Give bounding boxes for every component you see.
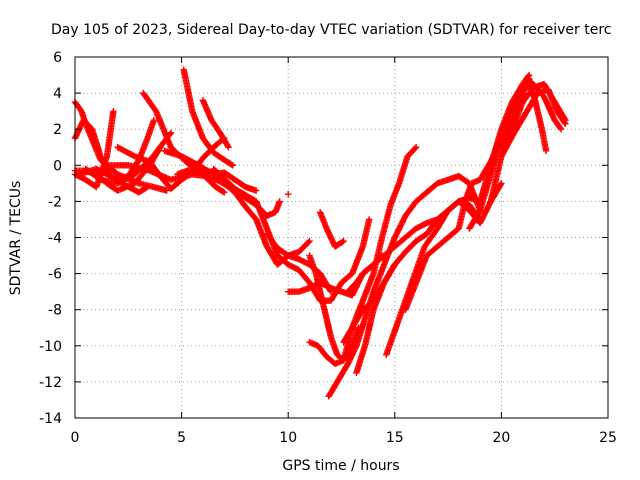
data-point [305,238,312,246]
series-track-m [174,165,335,295]
series-track-f [82,129,175,187]
data-point [224,142,231,150]
data-point [219,188,227,195]
data-point [561,119,568,126]
data-point [306,237,313,245]
x-tick-label: 20 [492,430,510,446]
series-track-s [325,172,484,400]
data-point [167,129,175,137]
data-point [340,237,347,245]
data-point [562,120,569,127]
series-track-j [180,66,236,169]
y-tick-label: -14 [39,411,62,427]
data-point [411,145,419,152]
x-tick-label: 25 [599,430,617,446]
x-tick-label: 10 [279,430,297,446]
series-track-ac [498,86,569,160]
data-point [339,238,346,246]
data-markers [71,66,569,400]
x-tick-label: 0 [71,430,80,446]
data-point [229,162,236,169]
data-point [390,262,398,270]
series-track-z [466,80,565,232]
x-tick-label: 5 [177,430,186,446]
series-track-c [71,98,170,194]
data-point [391,261,398,268]
y-tick-label: 0 [53,158,62,174]
y-tick-label: 2 [53,122,62,138]
data-point [150,116,158,124]
data-point [542,147,550,155]
x-axis-label: GPS time / hours [282,458,399,474]
data-point [366,216,373,223]
data-point [253,187,260,194]
data-point [285,190,292,198]
series-track-u [316,209,347,250]
series-track-l [199,97,232,151]
y-tick-label: -4 [48,231,62,247]
series-track-n [210,165,373,304]
data-point [498,180,505,187]
data-point [556,124,564,132]
data-point [497,181,504,188]
y-axis-label: SDTVAR / TECUs [8,181,24,296]
series-track-o [263,230,313,259]
y-tick-label: -2 [48,194,62,210]
data-point [228,161,235,168]
chart-title: Day 105 of 2023, Sidereal Day-to-day VTE… [51,22,611,38]
data-point [221,189,228,196]
data-point [110,107,117,115]
y-tick-label: 6 [53,50,62,66]
data-point [557,126,565,133]
y-tick-label: -10 [39,339,62,355]
series-isolated [285,190,292,198]
y-tick-label: 4 [53,86,62,102]
y-tick-label: -12 [39,375,62,391]
data-point [163,187,170,194]
data-point [412,144,420,151]
y-tick-label: -8 [48,303,62,319]
data-point [225,144,232,151]
data-point [276,198,283,205]
x-tick-label: 15 [386,430,404,446]
series-track-w [353,261,398,377]
y-tick-label: -6 [48,267,62,283]
